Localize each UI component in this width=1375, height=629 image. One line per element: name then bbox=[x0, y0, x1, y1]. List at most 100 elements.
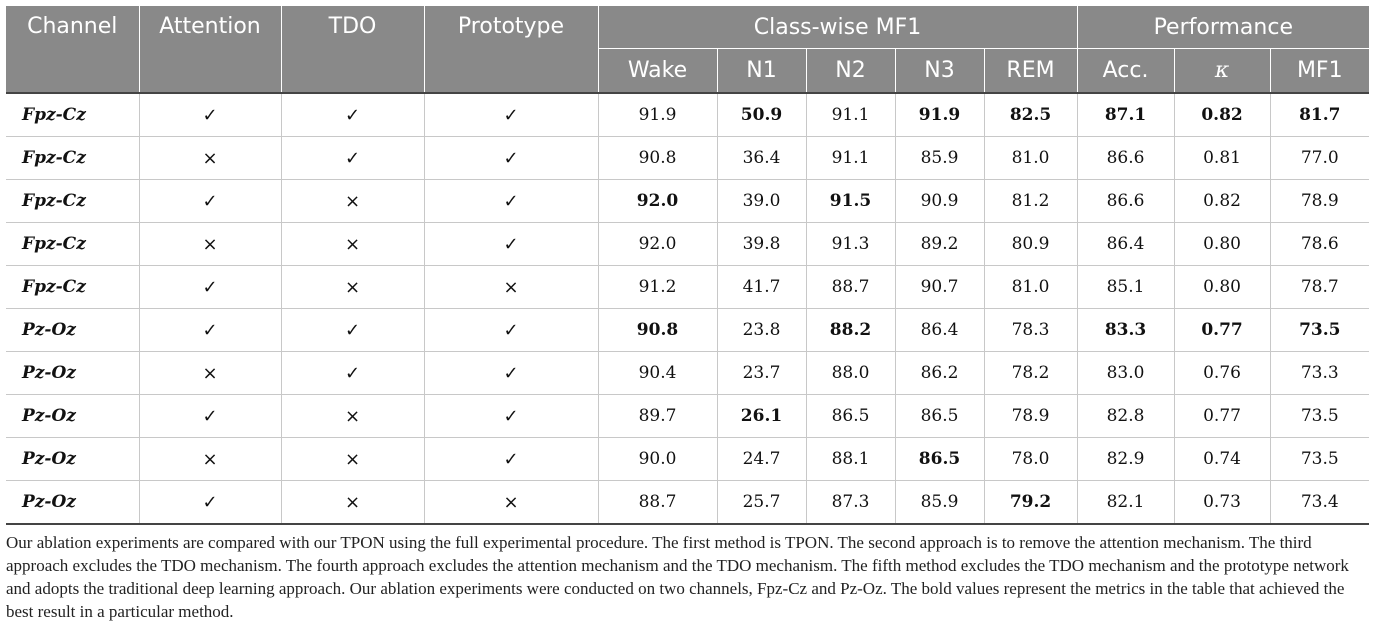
cell-wake: 88.7 bbox=[598, 480, 718, 525]
cell-n2: 91.5 bbox=[806, 179, 896, 223]
subheader-n3: N3 bbox=[895, 48, 985, 94]
table-row: Fpz-Cz × × ✓ 92.0 39.8 91.3 89.2 80.9 86.4 0.80 78.… bbox=[6, 222, 1370, 266]
cell-n3: 85.9 bbox=[895, 136, 985, 180]
cell-acc: 83.3 bbox=[1077, 308, 1175, 352]
table-row: Pz-Oz × ✓ ✓ 90.4 23.7 88.0 86.2 78.2 83.0 0.76 73.3 bbox=[6, 351, 1370, 395]
col-header-classwise-mf1: Class-wise MF1 bbox=[598, 6, 1078, 49]
cell-n2: 87.3 bbox=[806, 480, 896, 525]
cell-acc: 86.6 bbox=[1077, 136, 1175, 180]
cell-n2: 86.5 bbox=[806, 394, 896, 438]
cell-attention: ✓ bbox=[139, 265, 282, 309]
col-header-channel: Channel bbox=[6, 6, 140, 94]
cell-tdo: ✓ bbox=[281, 351, 425, 395]
cell-prototype: ✓ bbox=[424, 92, 599, 137]
cell-wake: 92.0 bbox=[598, 179, 718, 223]
cell-kappa: 0.76 bbox=[1174, 351, 1271, 395]
ablation-table: Channel Attention TDO Prototype Class-wi… bbox=[6, 6, 1370, 525]
cell-n1: 36.4 bbox=[717, 136, 807, 180]
subheader-acc: Acc. bbox=[1077, 48, 1175, 94]
cell-attention: × bbox=[139, 351, 282, 395]
cell-wake: 90.4 bbox=[598, 351, 718, 395]
cell-kappa: 0.82 bbox=[1174, 92, 1271, 137]
cell-acc: 82.9 bbox=[1077, 437, 1175, 481]
cell-wake: 92.0 bbox=[598, 222, 718, 266]
cell-prototype: ✓ bbox=[424, 136, 599, 180]
table-body: Fpz-Cz ✓ ✓ ✓ 91.9 50.9 91.1 91.9 82.5 87.1 0.82 81.… bbox=[6, 92, 1370, 525]
cell-channel: Pz-Oz bbox=[6, 394, 140, 438]
cell-n1: 50.9 bbox=[717, 92, 807, 137]
table-row: Fpz-Cz ✓ × × 91.2 41.7 88.7 90.7 81.0 85.1 0.80 78.… bbox=[6, 265, 1370, 309]
cell-mf1: 78.7 bbox=[1270, 265, 1370, 309]
cell-acc: 82.8 bbox=[1077, 394, 1175, 438]
cell-n3: 90.7 bbox=[895, 265, 985, 309]
cell-n3: 90.9 bbox=[895, 179, 985, 223]
cell-n1: 23.7 bbox=[717, 351, 807, 395]
cell-mf1: 73.5 bbox=[1270, 308, 1370, 352]
cell-n3: 86.5 bbox=[895, 394, 985, 438]
cell-attention: ✓ bbox=[139, 394, 282, 438]
cell-rem: 81.2 bbox=[984, 179, 1078, 223]
cell-mf1: 73.5 bbox=[1270, 394, 1370, 438]
cell-rem: 80.9 bbox=[984, 222, 1078, 266]
cell-mf1: 73.5 bbox=[1270, 437, 1370, 481]
cell-mf1: 78.6 bbox=[1270, 222, 1370, 266]
cell-prototype: ✓ bbox=[424, 179, 599, 223]
cell-channel: Pz-Oz bbox=[6, 308, 140, 352]
table-row: Pz-Oz × × ✓ 90.0 24.7 88.1 86.5 78.0 82.9 0.74 73.5 bbox=[6, 437, 1370, 481]
ablation-table-container: Channel Attention TDO Prototype Class-wi… bbox=[6, 6, 1370, 623]
cell-n3: 89.2 bbox=[895, 222, 985, 266]
cell-n2: 88.2 bbox=[806, 308, 896, 352]
cell-acc: 83.0 bbox=[1077, 351, 1175, 395]
cell-attention: ✓ bbox=[139, 92, 282, 137]
cell-channel: Fpz-Cz bbox=[6, 265, 140, 309]
cell-tdo: × bbox=[281, 480, 425, 525]
cell-tdo: ✓ bbox=[281, 308, 425, 352]
cell-n3: 91.9 bbox=[895, 92, 985, 137]
cell-tdo: ✓ bbox=[281, 92, 425, 137]
cell-channel: Fpz-Cz bbox=[6, 136, 140, 180]
cell-kappa: 0.81 bbox=[1174, 136, 1271, 180]
table-row: Fpz-Cz ✓ × ✓ 92.0 39.0 91.5 90.9 81.2 86.6 0.82 78.… bbox=[6, 179, 1370, 223]
cell-rem: 78.3 bbox=[984, 308, 1078, 352]
cell-wake: 90.8 bbox=[598, 308, 718, 352]
table-row: Fpz-Cz × ✓ ✓ 90.8 36.4 91.1 85.9 81.0 86.6 0.81 77.… bbox=[6, 136, 1370, 180]
cell-tdo: × bbox=[281, 265, 425, 309]
cell-attention: ✓ bbox=[139, 179, 282, 223]
cell-attention: ✓ bbox=[139, 308, 282, 352]
cell-n3: 86.4 bbox=[895, 308, 985, 352]
cell-rem: 81.0 bbox=[984, 136, 1078, 180]
cell-rem: 78.9 bbox=[984, 394, 1078, 438]
cell-kappa: 0.77 bbox=[1174, 308, 1271, 352]
cell-channel: Pz-Oz bbox=[6, 437, 140, 481]
cell-n1: 25.7 bbox=[717, 480, 807, 525]
cell-channel: Fpz-Cz bbox=[6, 92, 140, 137]
cell-acc: 85.1 bbox=[1077, 265, 1175, 309]
cell-rem: 78.2 bbox=[984, 351, 1078, 395]
cell-prototype: ✓ bbox=[424, 437, 599, 481]
cell-n2: 88.0 bbox=[806, 351, 896, 395]
cell-n2: 91.3 bbox=[806, 222, 896, 266]
cell-acc: 86.4 bbox=[1077, 222, 1175, 266]
col-header-performance: Performance bbox=[1077, 6, 1370, 49]
cell-wake: 90.8 bbox=[598, 136, 718, 180]
cell-n1: 24.7 bbox=[717, 437, 807, 481]
cell-mf1: 81.7 bbox=[1270, 92, 1370, 137]
subheader-rem: REM bbox=[984, 48, 1078, 94]
cell-attention: × bbox=[139, 437, 282, 481]
cell-kappa: 0.82 bbox=[1174, 179, 1271, 223]
cell-attention: × bbox=[139, 222, 282, 266]
cell-kappa: 0.73 bbox=[1174, 480, 1271, 525]
cell-prototype: ✓ bbox=[424, 351, 599, 395]
cell-kappa: 0.80 bbox=[1174, 222, 1271, 266]
cell-prototype: × bbox=[424, 480, 599, 525]
col-header-attention: Attention bbox=[139, 6, 282, 94]
cell-n1: 26.1 bbox=[717, 394, 807, 438]
cell-n2: 88.7 bbox=[806, 265, 896, 309]
cell-wake: 91.9 bbox=[598, 92, 718, 137]
cell-tdo: × bbox=[281, 394, 425, 438]
cell-mf1: 73.4 bbox=[1270, 480, 1370, 525]
cell-n2: 91.1 bbox=[806, 92, 896, 137]
cell-channel: Pz-Oz bbox=[6, 480, 140, 525]
cell-mf1: 73.3 bbox=[1270, 351, 1370, 395]
cell-attention: ✓ bbox=[139, 480, 282, 525]
